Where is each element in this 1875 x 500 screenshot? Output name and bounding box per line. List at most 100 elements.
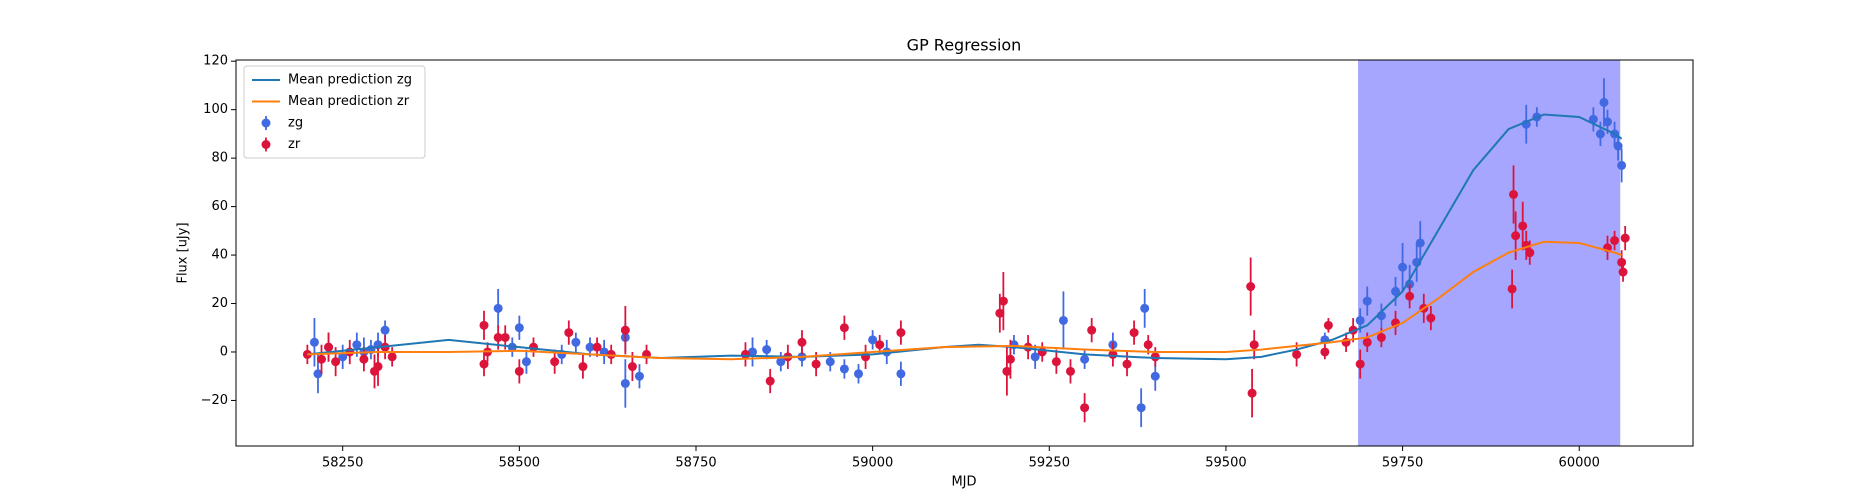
- data-point: [1415, 238, 1425, 248]
- y-tick-label: 60: [211, 199, 228, 214]
- data-point: [1150, 371, 1160, 381]
- data-point: [316, 354, 326, 364]
- data-point: [1362, 337, 1372, 347]
- data-point: [825, 357, 835, 367]
- legend-label: zg: [288, 116, 303, 131]
- data-point: [1129, 328, 1139, 338]
- mean-line: [307, 240, 1622, 361]
- data-point: [896, 369, 906, 379]
- data-point: [338, 352, 348, 362]
- data-point: [1030, 352, 1040, 362]
- data-point: [839, 323, 849, 333]
- data-point: [521, 357, 531, 367]
- data-point: [776, 357, 786, 367]
- data-point: [1426, 313, 1436, 323]
- legend-marker: [261, 118, 271, 128]
- data-point: [1065, 366, 1075, 376]
- data-point: [493, 332, 503, 342]
- data-point: [1507, 284, 1517, 294]
- data-point: [1603, 117, 1613, 127]
- data-point: [1525, 248, 1535, 258]
- data-point: [1398, 262, 1408, 272]
- data-point: [1320, 347, 1330, 357]
- data-point: [479, 320, 489, 330]
- data-point: [1376, 332, 1386, 342]
- data-point: [1150, 352, 1160, 362]
- data-point: [627, 362, 637, 372]
- data-point: [514, 366, 524, 376]
- data-point: [324, 342, 334, 352]
- data-point: [1140, 303, 1150, 313]
- y-tick-label: 100: [203, 102, 228, 117]
- data-point: [1617, 160, 1627, 170]
- data-point: [1143, 340, 1153, 350]
- chart-title: GP Regression: [907, 36, 1022, 55]
- data-point: [380, 325, 390, 335]
- y-tick-label: −20: [201, 393, 228, 408]
- data-point: [839, 364, 849, 374]
- data-point: [309, 337, 319, 347]
- data-point: [740, 349, 750, 359]
- data-point: [1058, 315, 1068, 325]
- x-tick-label: 58250: [322, 456, 363, 471]
- x-tick-label: 59250: [1029, 456, 1070, 471]
- data-point: [1246, 282, 1256, 292]
- data-point: [331, 357, 341, 367]
- data-point: [564, 328, 574, 338]
- x-tick-label: 60000: [1559, 456, 1600, 471]
- data-point: [500, 332, 510, 342]
- data-point: [359, 354, 369, 364]
- data-point: [1509, 189, 1519, 199]
- data-point: [578, 362, 588, 372]
- data-point: [1362, 296, 1372, 306]
- data-point: [620, 325, 630, 335]
- data-point: [493, 303, 503, 313]
- data-point: [765, 376, 775, 386]
- x-tick-label: 59500: [1205, 456, 1246, 471]
- data-point: [592, 342, 602, 352]
- data-point: [1618, 267, 1628, 277]
- data-point: [634, 371, 644, 381]
- data-point: [514, 323, 524, 333]
- legend-box: [243, 65, 426, 159]
- x-tick-label: 58750: [675, 456, 716, 471]
- data-point: [1518, 221, 1528, 231]
- data-point: [854, 369, 864, 379]
- y-tick-label: 80: [211, 151, 228, 166]
- data-point: [1002, 366, 1012, 376]
- data-point: [1005, 354, 1015, 364]
- data-point: [1323, 320, 1333, 330]
- data-point: [1292, 349, 1302, 359]
- data-point: [797, 337, 807, 347]
- data-point: [998, 296, 1008, 306]
- data-point: [373, 362, 383, 372]
- data-point: [550, 357, 560, 367]
- data-point: [1613, 141, 1623, 151]
- data-point: [1511, 231, 1521, 241]
- data-point: [1136, 403, 1146, 413]
- y-tick-label: 0: [220, 344, 228, 359]
- data-point: [528, 342, 538, 352]
- data-point: [352, 340, 362, 350]
- data-point: [479, 359, 489, 369]
- y-tick-label: 20: [211, 296, 228, 311]
- data-point: [896, 328, 906, 338]
- data-point: [1087, 325, 1097, 335]
- data-point: [875, 340, 885, 350]
- y-tick-label: 120: [203, 54, 228, 69]
- axes-frame: [235, 59, 1694, 447]
- data-point: [585, 342, 595, 352]
- legend-label: Mean prediction zg: [288, 73, 412, 88]
- data-point: [1247, 388, 1257, 398]
- plot-area: [302, 60, 1630, 446]
- data-point: [1080, 403, 1090, 413]
- legend-label: Mean prediction zr: [288, 94, 410, 109]
- x-tick-label: 59750: [1382, 456, 1423, 471]
- data-point: [1620, 233, 1630, 243]
- x-tick-label: 59000: [852, 456, 893, 471]
- data-point: [1122, 359, 1132, 369]
- y-tick-label: 40: [211, 248, 228, 263]
- x-tick-label: 58500: [499, 456, 540, 471]
- data-point: [868, 335, 878, 345]
